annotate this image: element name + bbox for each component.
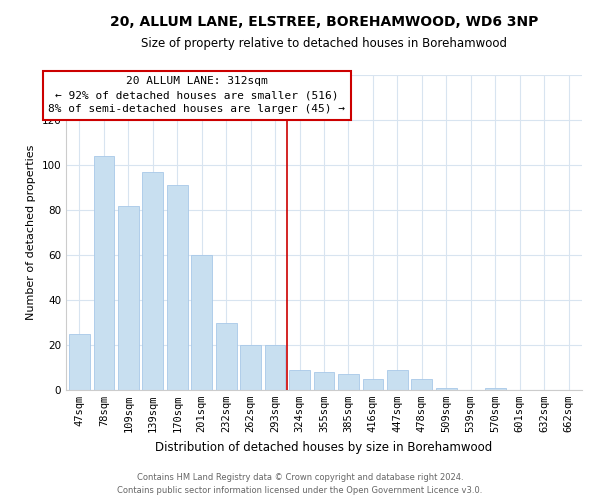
Bar [240,345,261,390]
Bar [485,388,506,390]
X-axis label: Distribution of detached houses by size in Borehamwood: Distribution of detached houses by size … [155,440,493,454]
Text: Size of property relative to detached houses in Borehamwood: Size of property relative to detached ho… [141,38,507,51]
Y-axis label: Number of detached properties: Number of detached properties [26,145,36,320]
Bar [69,334,90,390]
Bar [362,379,383,390]
Bar [338,374,359,390]
Bar [118,206,139,390]
Bar [436,388,457,390]
Bar [167,185,188,390]
Text: 20 ALLUM LANE: 312sqm
← 92% of detached houses are smaller (516)
8% of semi-deta: 20 ALLUM LANE: 312sqm ← 92% of detached … [49,76,346,114]
Text: Contains HM Land Registry data © Crown copyright and database right 2024.
Contai: Contains HM Land Registry data © Crown c… [118,473,482,495]
Bar [142,172,163,390]
Bar [216,322,236,390]
Text: 20, ALLUM LANE, ELSTREE, BOREHAMWOOD, WD6 3NP: 20, ALLUM LANE, ELSTREE, BOREHAMWOOD, WD… [110,15,538,29]
Bar [191,255,212,390]
Bar [94,156,114,390]
Bar [265,345,286,390]
Bar [314,372,334,390]
Bar [289,370,310,390]
Bar [387,370,408,390]
Bar [412,379,432,390]
